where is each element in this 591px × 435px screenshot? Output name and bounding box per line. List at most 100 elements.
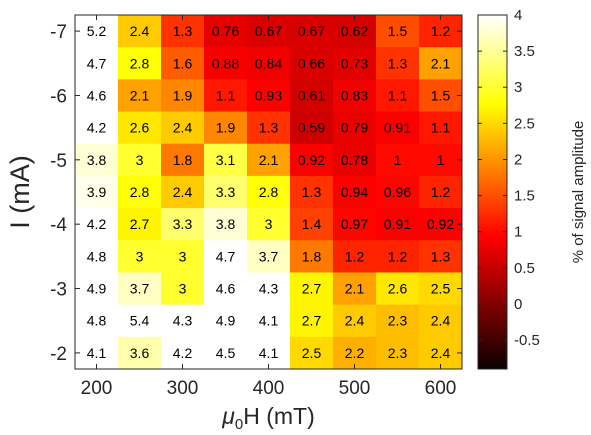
heatmap-cell bbox=[376, 175, 420, 209]
cell-value-label: 3.3 bbox=[173, 216, 193, 232]
cell-value-label: 1.6 bbox=[173, 55, 193, 71]
heatmap-cell bbox=[204, 304, 248, 338]
colorbar-tick-label: 3 bbox=[514, 79, 522, 96]
cell-value-label: 0.79 bbox=[341, 120, 368, 136]
cell-value-label: 2.4 bbox=[345, 313, 365, 329]
heatmap-cell bbox=[75, 175, 119, 209]
cell-value-label: 1.3 bbox=[302, 184, 322, 200]
heatmap-cell bbox=[75, 304, 119, 338]
y-tick-label: -2 bbox=[50, 344, 67, 365]
cell-value-label: 1.1 bbox=[216, 87, 236, 103]
cell-value-label: 4.7 bbox=[87, 55, 107, 71]
x-tick-label: 400 bbox=[253, 378, 285, 399]
cell-value-label: 4.8 bbox=[87, 313, 107, 329]
colorbar-label: % of signal amplitude bbox=[570, 121, 587, 264]
cell-value-label: 3 bbox=[136, 152, 144, 168]
heatmap-cell bbox=[118, 143, 162, 177]
cell-value-label: 0.92 bbox=[298, 152, 325, 168]
heatmap-cell bbox=[333, 240, 377, 273]
cell-value-label: 3.8 bbox=[216, 216, 236, 232]
y-axis-label: I (mA) bbox=[5, 155, 35, 229]
cell-value-label: 0.83 bbox=[341, 87, 368, 103]
cell-value-label: 4.3 bbox=[259, 281, 279, 297]
heatmap-cell bbox=[376, 79, 420, 113]
heatmap-cell bbox=[75, 15, 119, 48]
heatmap-cell bbox=[247, 175, 291, 209]
cell-value-label: 1.5 bbox=[388, 23, 408, 39]
cell-value-label: 0.97 bbox=[341, 216, 368, 232]
heatmap-cell bbox=[204, 143, 248, 177]
colorbar bbox=[478, 15, 507, 369]
cell-value-label: 5.4 bbox=[130, 313, 150, 329]
heatmap-cell bbox=[247, 111, 291, 145]
cell-value-label: 1.1 bbox=[431, 120, 451, 136]
cell-value-label: 1.2 bbox=[431, 184, 451, 200]
heatmap-cell bbox=[333, 47, 377, 80]
heatmap-cell bbox=[204, 79, 248, 113]
cell-value-label: 2.5 bbox=[302, 345, 322, 361]
y-axis-ticks: -7 -6 -5 -4 -3 -2 bbox=[50, 22, 462, 365]
cell-value-label: 4.5 bbox=[216, 345, 236, 361]
heatmap-cell bbox=[161, 208, 205, 241]
cell-value-label: 2.1 bbox=[431, 55, 451, 71]
cell-value-label: 4.7 bbox=[216, 248, 236, 264]
y-tick-label: -7 bbox=[50, 22, 67, 43]
x-axis-label-rest: H (mT) bbox=[243, 403, 315, 429]
cell-value-label: 0.91 bbox=[384, 120, 411, 136]
heatmap-cell bbox=[376, 272, 420, 306]
colorbar-tick-label: 4 bbox=[514, 7, 522, 24]
heatmap-cell bbox=[204, 272, 248, 306]
x-tick-label: 500 bbox=[339, 378, 371, 399]
cell-value-label: 4.6 bbox=[216, 281, 236, 297]
cell-value-label: 4.9 bbox=[216, 313, 236, 329]
heatmap-cell bbox=[161, 79, 205, 113]
cell-value-label: 1.2 bbox=[345, 248, 365, 264]
cell-value-label: 2.4 bbox=[173, 184, 193, 200]
cell-value-label: 2.4 bbox=[173, 120, 193, 136]
cell-value-label: 2.1 bbox=[259, 152, 279, 168]
cell-value-label: 0.67 bbox=[298, 23, 325, 39]
cell-value-label: 4.2 bbox=[87, 216, 107, 232]
cell-value-label: 3.6 bbox=[130, 345, 150, 361]
heatmap-cell bbox=[75, 111, 119, 145]
cell-value-label: 2.8 bbox=[130, 55, 150, 71]
cell-value-label: 0.94 bbox=[341, 184, 368, 200]
cell-value-label: 0.91 bbox=[384, 216, 411, 232]
heatmap-cell bbox=[118, 304, 162, 338]
heatmap-cell bbox=[290, 79, 334, 113]
heatmap-cell bbox=[419, 272, 463, 306]
cell-value-label: 0.88 bbox=[212, 55, 239, 71]
x-axis-ticks: 200 300 400 500 600 bbox=[81, 15, 456, 399]
cell-value-label: 2.7 bbox=[302, 281, 322, 297]
heatmap-cell bbox=[118, 47, 162, 80]
cell-value-label: 4.3 bbox=[173, 313, 193, 329]
cell-value-label: 3.7 bbox=[259, 248, 279, 264]
cell-value-label: 2.7 bbox=[302, 313, 322, 329]
heatmap-cell bbox=[376, 240, 420, 273]
heatmap-cell bbox=[419, 240, 463, 273]
colorbar-tick-label: 1.5 bbox=[514, 188, 535, 205]
heatmap-cell bbox=[161, 111, 205, 145]
cell-value-label: 3.7 bbox=[130, 281, 150, 297]
cell-value-label: 0.59 bbox=[298, 120, 325, 136]
cell-value-label: 2.1 bbox=[345, 281, 365, 297]
cell-value-label: 1.4 bbox=[302, 216, 322, 232]
heatmap-cell bbox=[75, 240, 119, 273]
cell-value-label: 2.2 bbox=[345, 345, 365, 361]
cell-value-label: 0.73 bbox=[341, 55, 368, 71]
heatmap-cell bbox=[204, 47, 248, 80]
cell-value-label: 4.2 bbox=[173, 345, 193, 361]
x-tick-label: 200 bbox=[81, 378, 113, 399]
heatmap-cell bbox=[247, 240, 291, 273]
y-tick-label: -6 bbox=[50, 86, 67, 107]
y-tick-label: -4 bbox=[50, 215, 67, 236]
heatmap-cell bbox=[376, 304, 420, 338]
heatmap-cell bbox=[333, 304, 377, 338]
cell-value-label: 0.78 bbox=[341, 152, 368, 168]
heatmap-cell bbox=[376, 143, 420, 177]
cell-value-label: 4.2 bbox=[87, 120, 107, 136]
heatmap-cell bbox=[290, 111, 334, 145]
heatmap-cell bbox=[161, 272, 205, 306]
heatmap-cell bbox=[204, 336, 248, 370]
heatmap-cell bbox=[118, 15, 162, 48]
